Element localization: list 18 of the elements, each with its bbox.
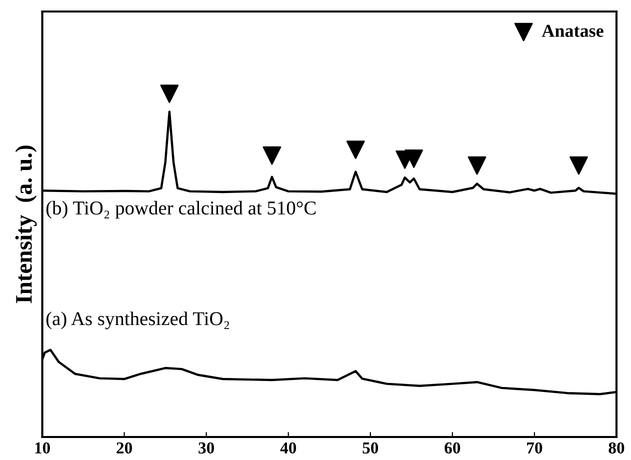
x-tick-label: 70 (527, 442, 542, 454)
x-tick-label: 40 (280, 442, 296, 454)
x-tick-label: 60 (444, 442, 460, 454)
x-tick-label: 10 (35, 442, 50, 454)
point (160, 84, 179, 104)
point (468, 156, 486, 175)
x-tick-label: 80 (608, 442, 624, 454)
y-axis-title: Intensity (a. u.) (15, 146, 37, 304)
point (346, 140, 365, 159)
series-label: (a) As synthesized TiO₂ (46, 312, 230, 330)
point (262, 146, 282, 165)
x-tick-label: 20 (116, 442, 132, 454)
point (570, 156, 588, 175)
x-tick-label: 50 (362, 442, 378, 454)
legend-label: Anatase (542, 24, 604, 37)
x-tick-label: 30 (198, 442, 214, 454)
point (404, 150, 424, 168)
series-label: (b) TiO₂ powder calcined at 510°C (46, 200, 316, 219)
